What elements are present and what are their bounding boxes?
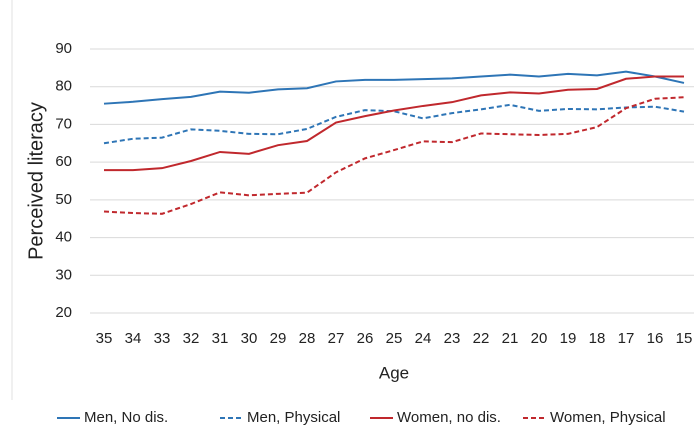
series-line bbox=[103, 70, 685, 105]
legend-label: Men, Physical bbox=[247, 409, 340, 426]
series-line bbox=[103, 103, 685, 145]
x-tick-label: 31 bbox=[212, 330, 229, 347]
legend-label: Men, No dis. bbox=[84, 409, 168, 426]
x-tick-label: 28 bbox=[299, 330, 316, 347]
x-tick-label: 19 bbox=[560, 330, 577, 347]
x-tick-label: 29 bbox=[270, 330, 287, 347]
x-tick-label: 27 bbox=[328, 330, 345, 347]
x-axis-label: Age bbox=[379, 363, 409, 382]
x-tick-label: 24 bbox=[415, 330, 432, 347]
x-tick-label: 30 bbox=[241, 330, 258, 347]
y-tick-label: 40 bbox=[55, 229, 72, 246]
y-tick-label: 50 bbox=[55, 191, 72, 208]
y-tick-label: 60 bbox=[55, 153, 72, 170]
x-tick-label: 17 bbox=[618, 330, 635, 347]
y-tick-label: 70 bbox=[55, 115, 72, 132]
x-tick-label: 22 bbox=[473, 330, 490, 347]
x-tick-label: 26 bbox=[357, 330, 374, 347]
x-tick-label: 35 bbox=[96, 330, 113, 347]
x-tick-label: 25 bbox=[386, 330, 403, 347]
x-tick-label: 34 bbox=[125, 330, 142, 347]
legend-label: Women, no dis. bbox=[397, 409, 501, 426]
y-tick-label: 80 bbox=[55, 78, 72, 95]
y-tick-label: 30 bbox=[55, 266, 72, 283]
y-tick-label: 20 bbox=[55, 304, 72, 321]
x-tick-label: 23 bbox=[444, 330, 461, 347]
series-line bbox=[103, 96, 685, 215]
x-tick-label: 20 bbox=[531, 330, 548, 347]
y-axis-label: Perceived literacy bbox=[25, 102, 47, 260]
legend-label: Women, Physical bbox=[550, 409, 666, 426]
y-tick-label: 90 bbox=[55, 40, 72, 57]
x-tick-label: 32 bbox=[183, 330, 200, 347]
x-tick-label: 15 bbox=[676, 330, 693, 347]
series-line bbox=[104, 75, 684, 172]
x-tick-label: 16 bbox=[647, 330, 664, 347]
x-tick-label: 18 bbox=[589, 330, 606, 347]
x-tick-label: 33 bbox=[154, 330, 171, 347]
x-tick-label: 21 bbox=[502, 330, 519, 347]
